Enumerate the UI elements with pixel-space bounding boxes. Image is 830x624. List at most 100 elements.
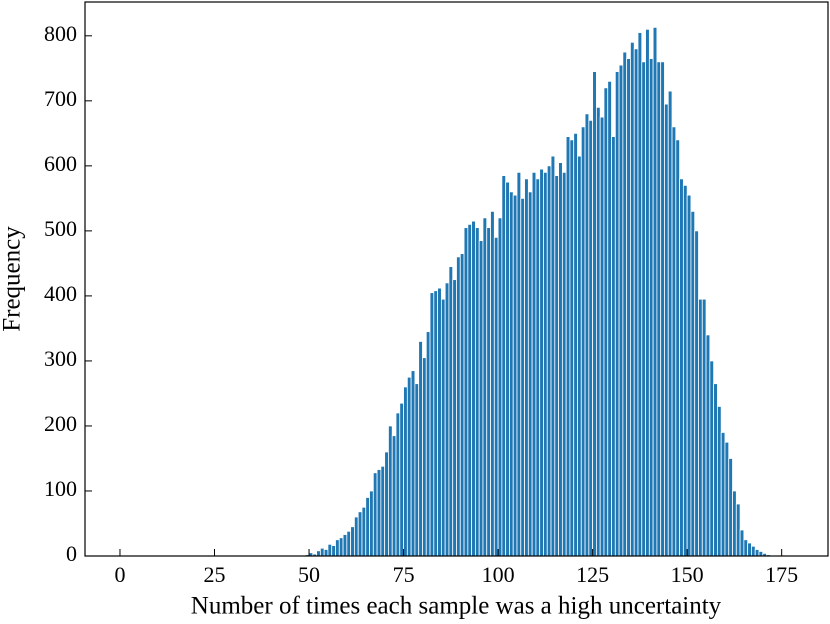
y-tick-label: 600 [44,151,77,176]
bar [550,155,556,557]
bar [384,451,389,557]
bar [463,227,469,557]
bar [671,126,677,557]
bar [524,178,529,557]
bar [482,217,488,557]
bar [618,64,624,557]
bar [546,165,552,557]
bar [728,458,733,557]
bar [596,106,601,557]
bar [418,341,423,557]
bar [732,490,737,557]
bar [319,547,325,557]
y-tick-label: 700 [44,86,77,111]
bar [410,370,416,557]
bar [327,543,333,557]
bar [705,334,711,557]
bar [743,539,749,557]
bar [588,119,594,557]
bar [323,549,329,557]
y-tick-label: 800 [44,21,77,46]
bar [630,41,635,557]
bar [747,542,752,557]
bar [686,194,692,557]
bar [656,61,662,557]
bar [607,80,612,557]
bar [335,539,340,557]
bar [584,113,590,557]
bar [709,360,715,557]
bar [531,171,537,557]
x-tick-label: 25 [204,562,226,587]
bar [652,26,658,557]
bar [395,412,401,557]
bar [717,406,722,557]
bar [565,136,571,557]
bar [422,357,427,557]
bar [350,526,355,557]
y-tick-label: 100 [44,476,77,501]
bar [660,61,665,557]
bar [664,103,669,557]
bar [599,116,605,557]
bar [633,48,639,557]
bar [675,139,680,557]
bar [754,549,760,557]
bar [614,71,620,557]
bar [516,171,522,557]
bar [577,155,582,557]
y-tick-label: 500 [44,216,77,241]
bar [331,545,336,557]
bar [493,236,499,557]
bar [641,61,646,557]
bar [444,282,450,557]
bar [391,435,397,557]
bar [694,230,699,557]
bar [679,178,684,557]
bar [354,516,359,557]
bar [554,175,559,557]
bar [471,220,476,557]
bar [561,171,567,557]
bar [622,51,628,557]
bar [682,184,688,557]
bar [543,171,548,557]
bar [509,191,514,557]
bar [478,240,484,557]
bar [346,530,352,557]
bar [539,168,544,557]
bar [603,87,609,557]
bar [751,545,756,557]
x-tick-label: 125 [576,562,609,587]
y-tick-label: 300 [44,346,77,371]
bar [520,197,525,557]
y-tick-label: 0 [66,541,77,566]
bar [758,551,764,557]
bar [475,227,480,557]
bar [376,469,382,557]
y-tick-label: 200 [44,411,77,436]
x-tick-label: 50 [298,562,320,587]
x-axis-label: Number of times each sample was a high u… [191,593,722,620]
bar [316,550,321,557]
bar [569,139,575,557]
x-tick-label: 100 [482,562,515,587]
x-tick-label: 75 [393,562,415,587]
bar [497,217,503,557]
bar [527,191,533,557]
bar [403,386,408,557]
bar [558,162,563,557]
bar [626,58,631,557]
bar [452,279,457,557]
bar [512,194,518,557]
bar [388,425,393,557]
bar [338,537,344,557]
bar [701,298,707,557]
bar [372,472,378,557]
bar [399,402,404,557]
bar [667,90,673,557]
bar [505,181,510,557]
y-axis-label: Frequency [0,226,26,332]
bar [645,28,650,557]
bar [592,71,597,557]
